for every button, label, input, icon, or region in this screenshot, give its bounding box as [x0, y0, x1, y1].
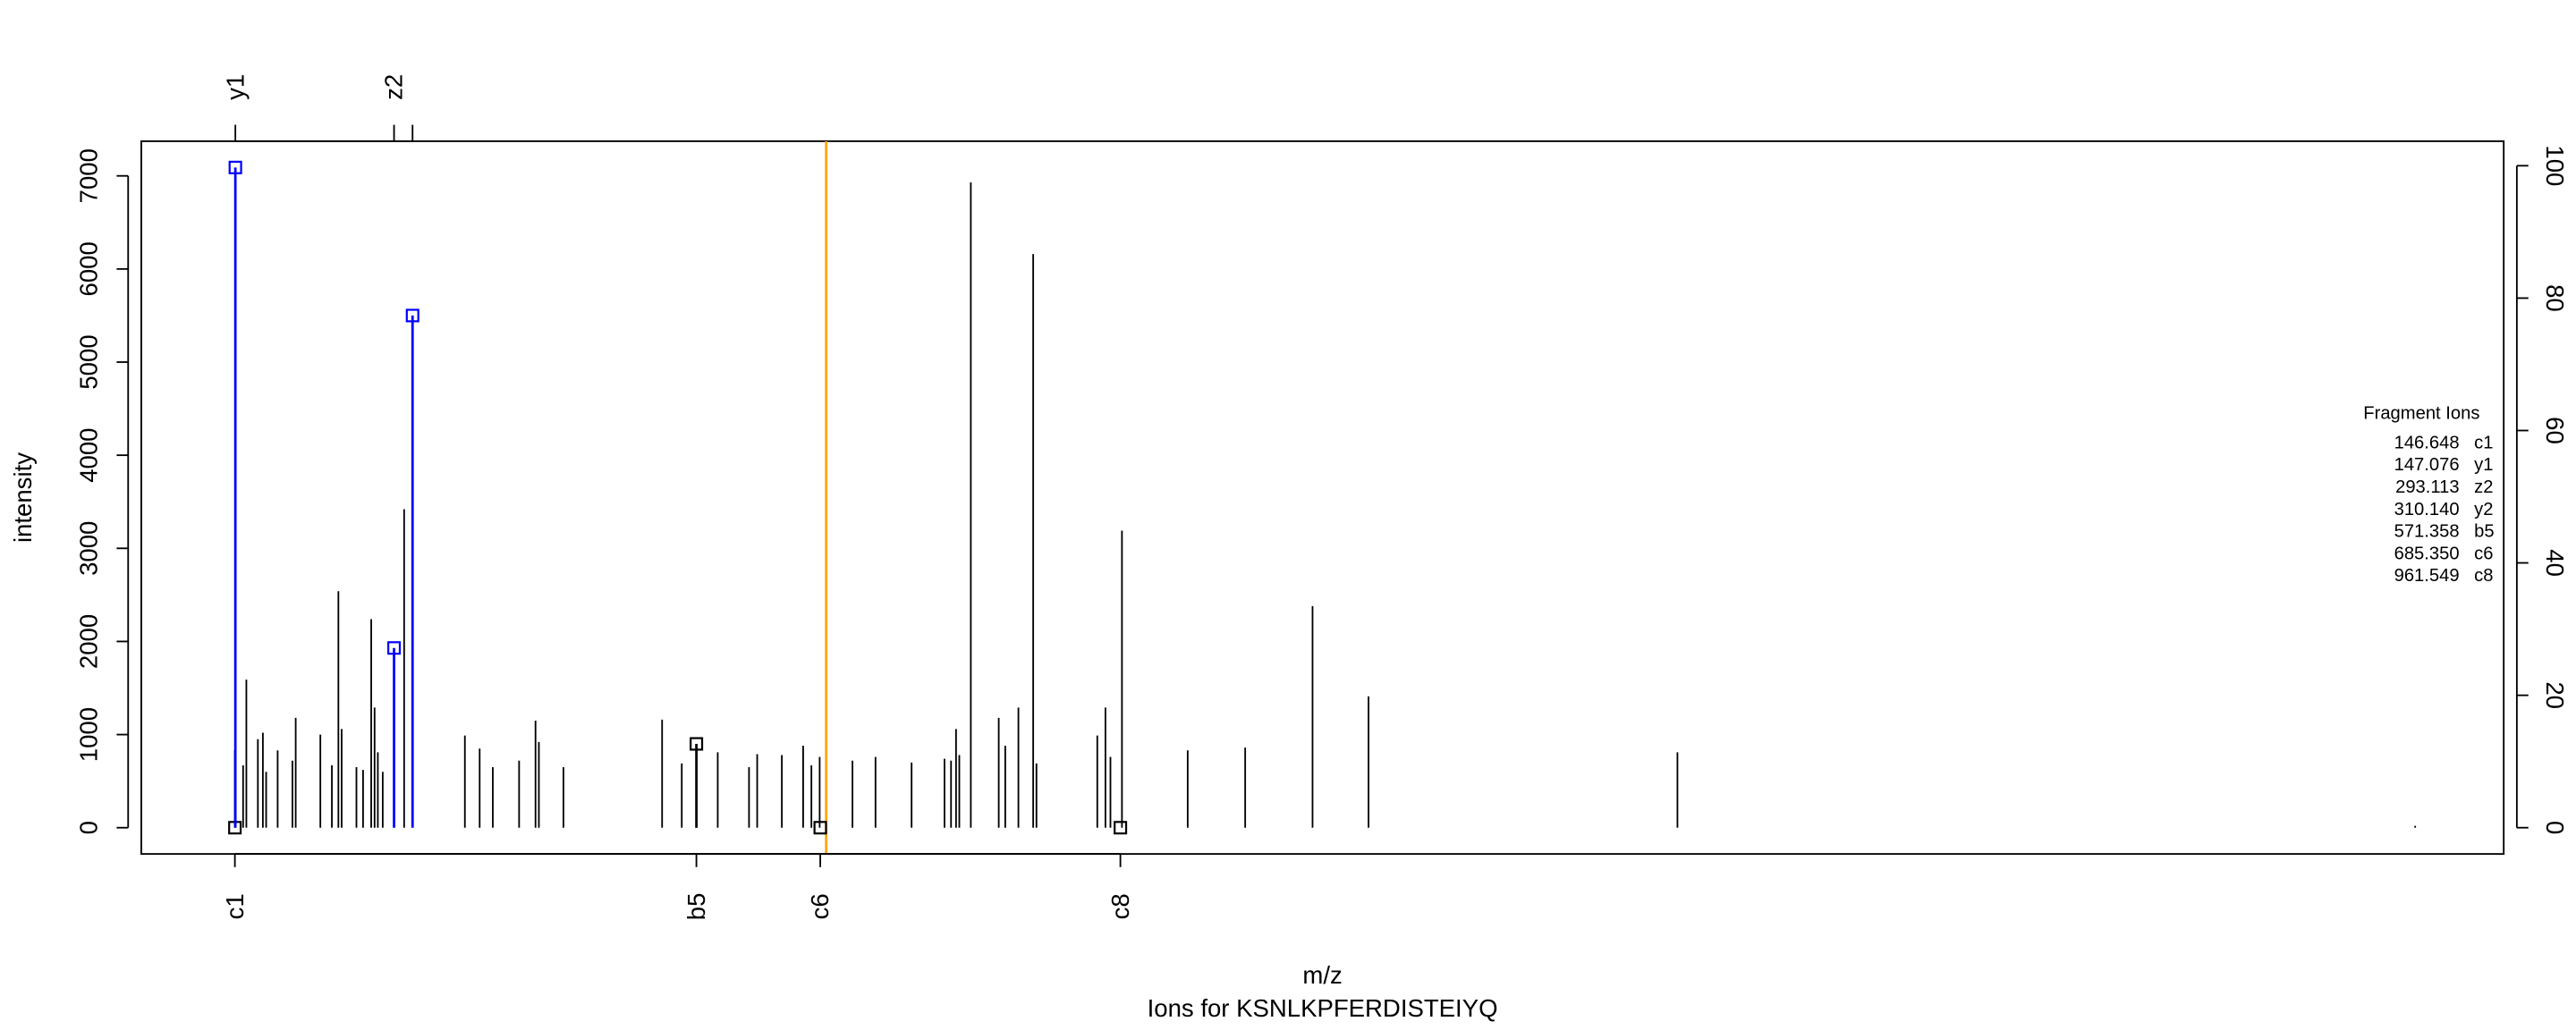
y-tick-label: 1000 — [74, 707, 102, 762]
y-tick-label: 4000 — [74, 428, 102, 483]
ion-marker — [1114, 821, 1128, 835]
y-tick-label: 3000 — [74, 521, 102, 576]
top-ion-label: z2 — [380, 74, 408, 100]
y-tick-label: 0 — [74, 821, 102, 834]
y-tick-label: 5000 — [74, 334, 102, 389]
bottom-ion-label: b5 — [682, 893, 710, 921]
legend-ion: y2 — [2474, 500, 2493, 519]
legend-ion: c8 — [2474, 566, 2493, 586]
legend-mz: 293.113 — [2395, 477, 2459, 497]
ion-marker — [387, 641, 402, 655]
bottom-ion-label: c1 — [221, 893, 249, 919]
legend-ion: y1 — [2474, 455, 2493, 475]
top-ion-label: y1 — [221, 74, 249, 100]
ion-marker — [690, 737, 704, 751]
legend-ion: z2 — [2474, 477, 2493, 497]
legend-mz: 685.350 — [2394, 544, 2460, 563]
legend-mz: 147.076 — [2394, 455, 2460, 475]
x-axis-title: m/z — [1302, 961, 1342, 989]
legend-mz: 961.549 — [2394, 566, 2460, 586]
ion-marker — [405, 308, 419, 323]
bottom-ion-label: c6 — [806, 893, 834, 919]
plot-frame — [140, 140, 2505, 856]
y2-tick-label: 0 — [2541, 821, 2569, 834]
ion-marker — [228, 160, 242, 174]
legend-mz: 571.358 — [2394, 522, 2460, 542]
legend-ion: b5 — [2474, 522, 2494, 542]
y-axis-title: intensity — [9, 452, 37, 543]
y2-tick-label: 20 — [2541, 681, 2569, 709]
bottom-ion-label: c8 — [1106, 893, 1134, 919]
legend-mz: 146.648 — [2394, 433, 2460, 452]
legend-ion: c6 — [2474, 544, 2493, 563]
ion-marker — [813, 821, 827, 835]
legend-mz: 310.140 — [2394, 500, 2460, 519]
y-tick-label: 6000 — [74, 241, 102, 296]
y2-tick-label: 100 — [2541, 145, 2569, 186]
y-tick-label: 7000 — [74, 148, 102, 203]
legend-ion: c1 — [2474, 433, 2493, 452]
y-tick-label: 2000 — [74, 614, 102, 669]
y2-tick-label: 40 — [2541, 549, 2569, 577]
y2-tick-label: 80 — [2541, 284, 2569, 312]
y2-tick-label: 60 — [2541, 417, 2569, 444]
legend-title: Fragment Ions — [2363, 403, 2479, 423]
chart-title: Ions for KSNLKPFERDISTEIYQ — [1148, 994, 1498, 1022]
